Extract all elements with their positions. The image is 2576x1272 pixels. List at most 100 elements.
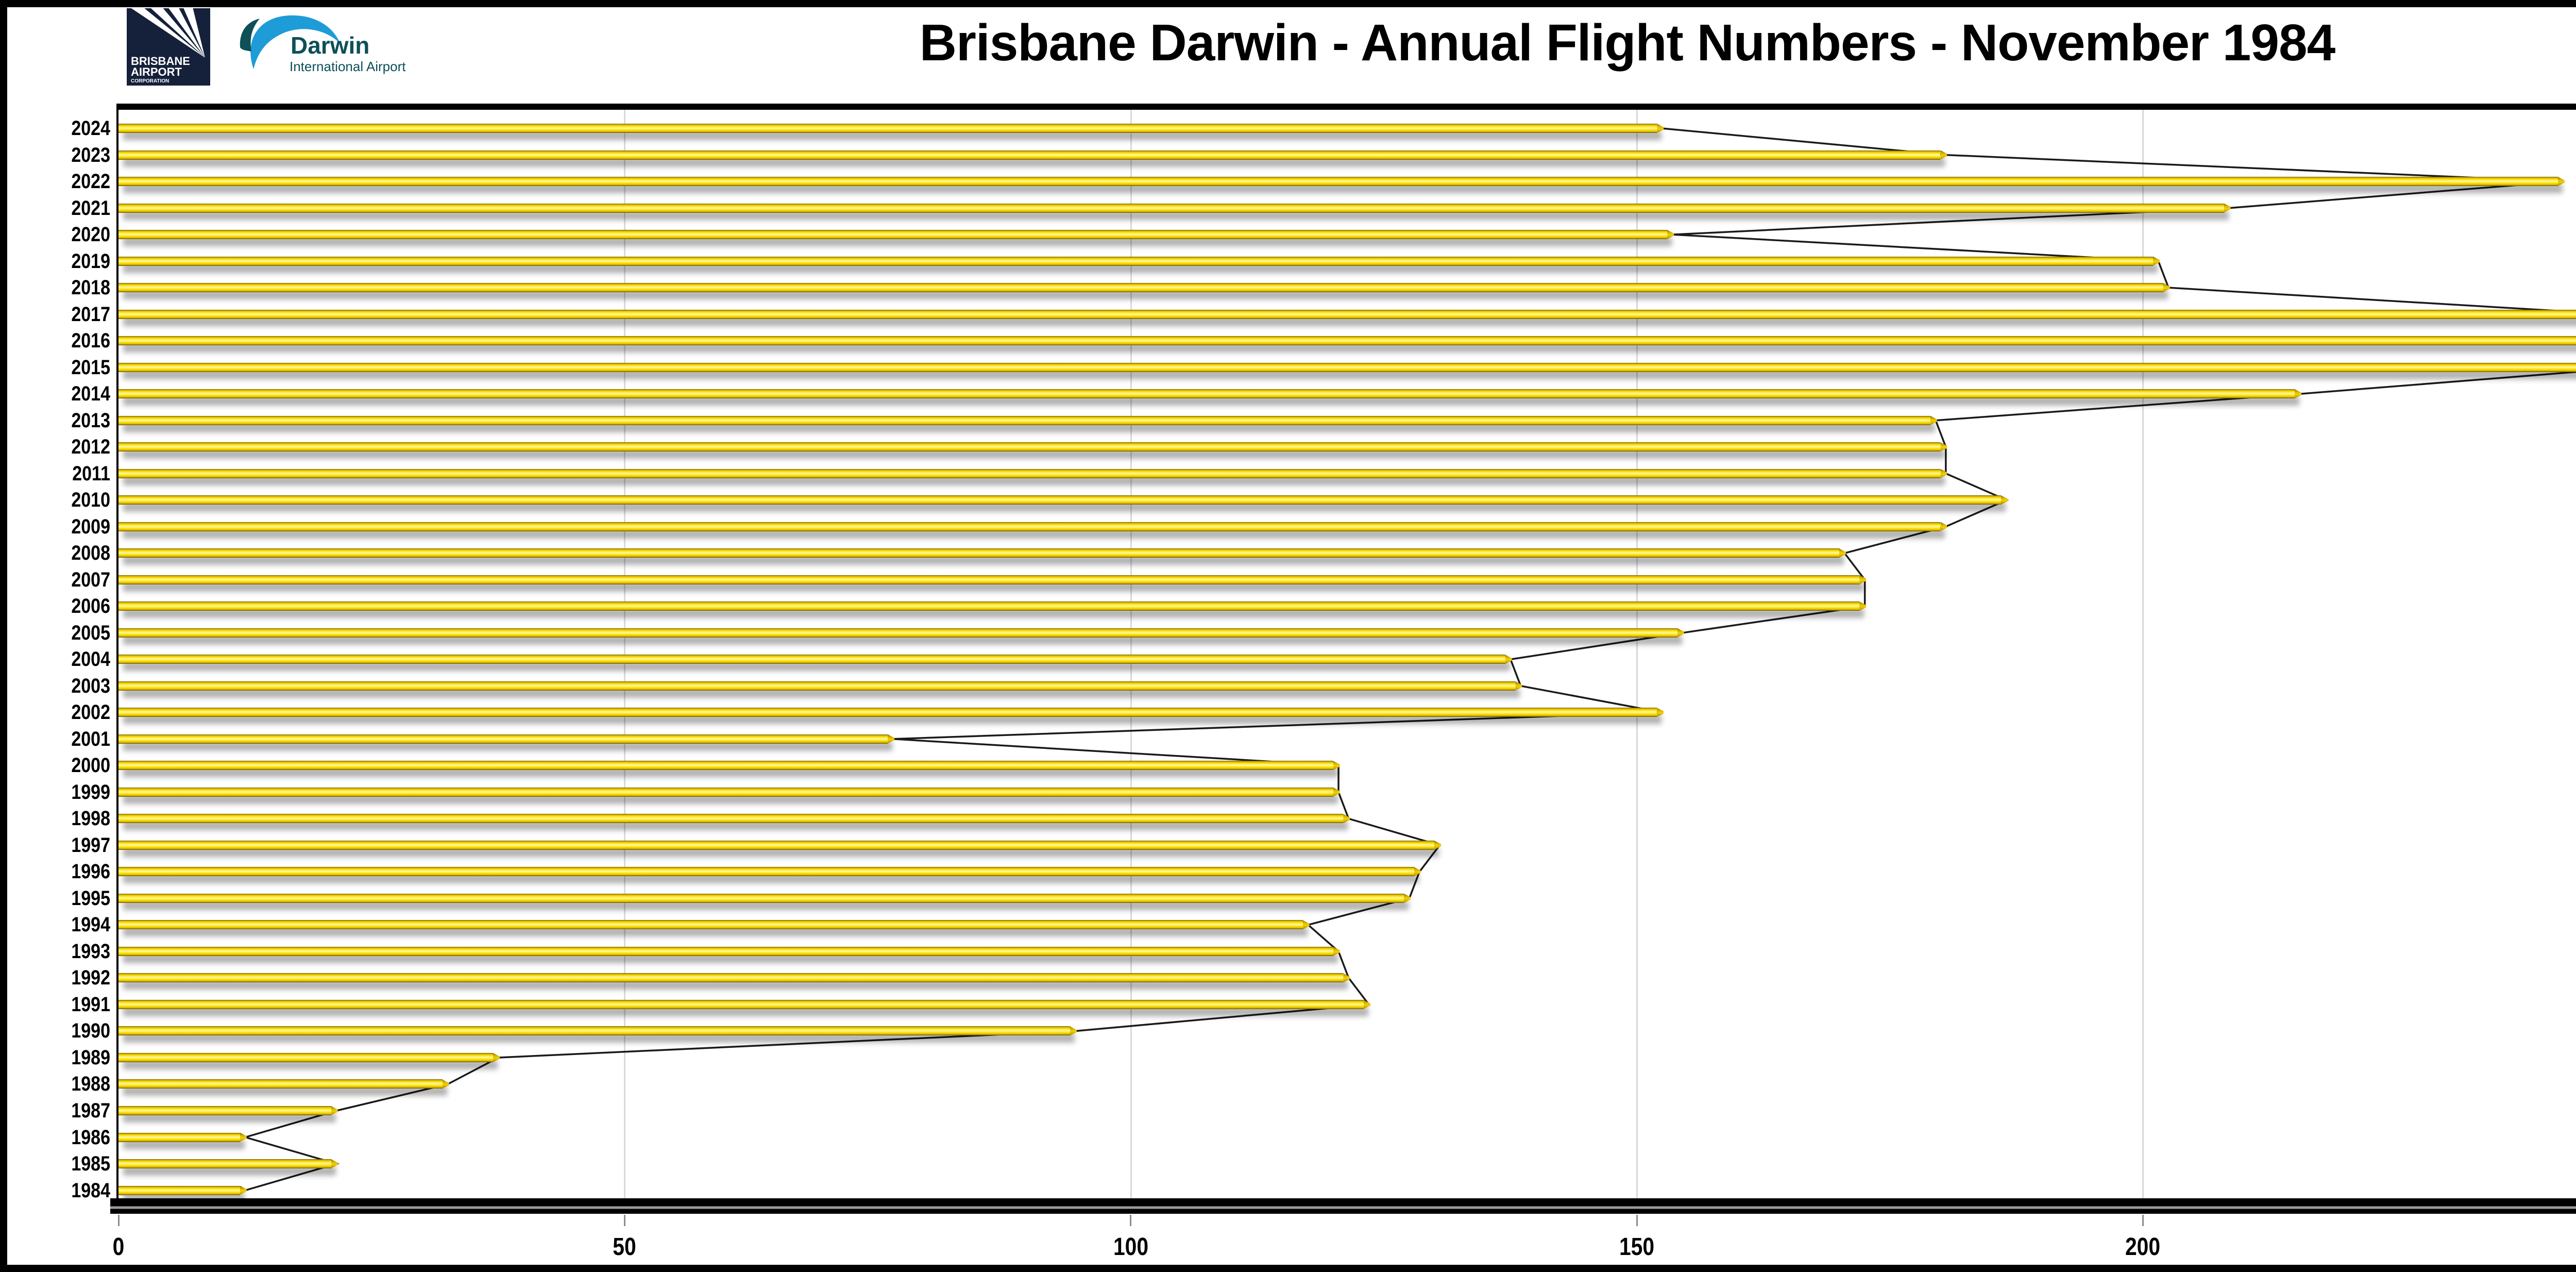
bar-1992 (118, 973, 1344, 983)
bar-2019 (118, 256, 2153, 266)
bar-2008 (118, 548, 1839, 558)
axis-tick (117, 1215, 120, 1226)
y-axis-label: 2009 (71, 515, 110, 538)
y-axis-label: 2008 (71, 542, 110, 565)
bar-2016 (118, 336, 2576, 346)
y-axis-label: 2013 (71, 409, 110, 432)
bar-1988 (118, 1079, 443, 1089)
y-axis-label: 1997 (71, 833, 110, 857)
plot-area (116, 104, 2576, 1198)
axis-tick (2142, 1215, 2144, 1226)
y-axis-label: 2021 (71, 196, 110, 220)
bar-1999 (118, 787, 1333, 797)
axis-tick (623, 1215, 625, 1226)
x-axis-label: 100 (1113, 1233, 1148, 1261)
bar-2009 (118, 522, 1941, 531)
y-axis-label: 1991 (71, 993, 110, 1016)
y-axis-label: 1985 (71, 1152, 110, 1176)
bar-1998 (118, 814, 1344, 824)
darwin-logo-swoosh-teal (240, 19, 260, 52)
bar-2018 (118, 283, 2163, 293)
brisbane-airport-logo-graphic: BRISBANE AIRPORT CORPORATION (124, 3, 210, 86)
y-axis-label: 2007 (71, 568, 110, 591)
y-axis-label: 2015 (71, 356, 110, 379)
y-axis-label: 1995 (71, 886, 110, 910)
y-axis-label: 2020 (71, 223, 110, 246)
bar-1991 (118, 999, 1364, 1009)
axis-tick (1130, 1215, 1132, 1226)
y-axis-label: 1993 (71, 940, 110, 963)
brisbane-logo-line2: AIRPORT (131, 65, 182, 78)
bar-2020 (118, 230, 1667, 240)
darwin-logo-swoosh-blue (250, 15, 340, 70)
y-axis-label: 1987 (71, 1099, 110, 1122)
bar-2010 (118, 495, 2002, 505)
y-axis-label: 1989 (71, 1046, 110, 1069)
y-axis-label: 2005 (71, 621, 110, 644)
bar-1989 (118, 1052, 493, 1062)
y-axis-label: 2011 (72, 462, 110, 485)
y-axis-label: 1990 (71, 1019, 110, 1043)
bar-2015 (118, 362, 2576, 372)
darwin-airport-logo: Darwin International Airport (233, 11, 413, 78)
gridline (2142, 110, 2144, 1198)
x-axis-baseline (110, 1198, 2576, 1214)
bar-2000 (118, 761, 1333, 771)
bar-1984 (118, 1185, 240, 1195)
y-axis-label: 2003 (71, 674, 110, 697)
bar-1986 (118, 1132, 240, 1142)
darwin-airport-logo-graphic: Darwin International Airport (240, 15, 406, 74)
y-axis-label: 2004 (71, 648, 110, 671)
bar-1995 (118, 893, 1404, 903)
bar-2017 (118, 309, 2576, 319)
brisbane-logo-line3: CORPORATION (131, 78, 169, 84)
brisbane-logo-line1: BRISBANE (131, 55, 190, 68)
bar-2013 (118, 415, 1930, 425)
bar-1996 (118, 867, 1414, 877)
y-axis-label: 1998 (71, 807, 110, 830)
y-axis-label: 2024 (71, 117, 110, 140)
bar-2011 (118, 468, 1941, 478)
y-axis-label: 2002 (71, 701, 110, 724)
bar-1997 (118, 840, 1435, 850)
x-axis-label: 0 (112, 1233, 125, 1261)
y-axis-label: 2023 (71, 143, 110, 166)
x-axis-label: 200 (2125, 1233, 2161, 1261)
plot-inner (118, 110, 2576, 1198)
y-axis-label: 2006 (71, 595, 110, 618)
y-axis-label: 2000 (71, 754, 110, 777)
bar-1993 (118, 946, 1333, 956)
y-axis-label: 1999 (71, 780, 110, 804)
y-axis-label: 2017 (71, 303, 110, 326)
y-axis-label: 2022 (71, 170, 110, 193)
x-axis-label: 150 (1619, 1233, 1655, 1261)
darwin-logo-name: Darwin (291, 32, 369, 59)
bar-2023 (118, 150, 1941, 160)
bar-2004 (118, 655, 1505, 664)
bar-2007 (118, 575, 1860, 584)
bar-1990 (118, 1026, 1070, 1036)
bar-2012 (118, 442, 1941, 452)
bar-1994 (118, 920, 1303, 930)
bar-1985 (118, 1159, 331, 1169)
y-axis-label: 2010 (71, 489, 110, 512)
gridline (1130, 110, 1132, 1198)
axis-tick (1636, 1215, 1638, 1226)
y-axis-label: 1996 (71, 860, 110, 883)
bar-2024 (118, 124, 1657, 133)
bar-2022 (118, 177, 2558, 187)
bar-1987 (118, 1106, 331, 1115)
bar-2002 (118, 708, 1657, 717)
y-axis-label: 2016 (71, 329, 110, 353)
bar-2001 (118, 734, 888, 744)
y-axis-label: 2014 (71, 382, 110, 406)
brisbane-airport-logo: BRISBANE AIRPORT CORPORATION (124, 3, 210, 86)
gridline (624, 110, 626, 1198)
y-axis-label: 1994 (71, 913, 110, 936)
chart-title: Brisbane Darwin - Annual Flight Numbers … (919, 14, 2335, 72)
darwin-logo-subtitle: International Airport (290, 59, 406, 74)
y-axis-label: 1992 (71, 966, 110, 990)
y-axis-label: 1984 (71, 1179, 110, 1202)
x-axis-label: 50 (613, 1233, 637, 1261)
